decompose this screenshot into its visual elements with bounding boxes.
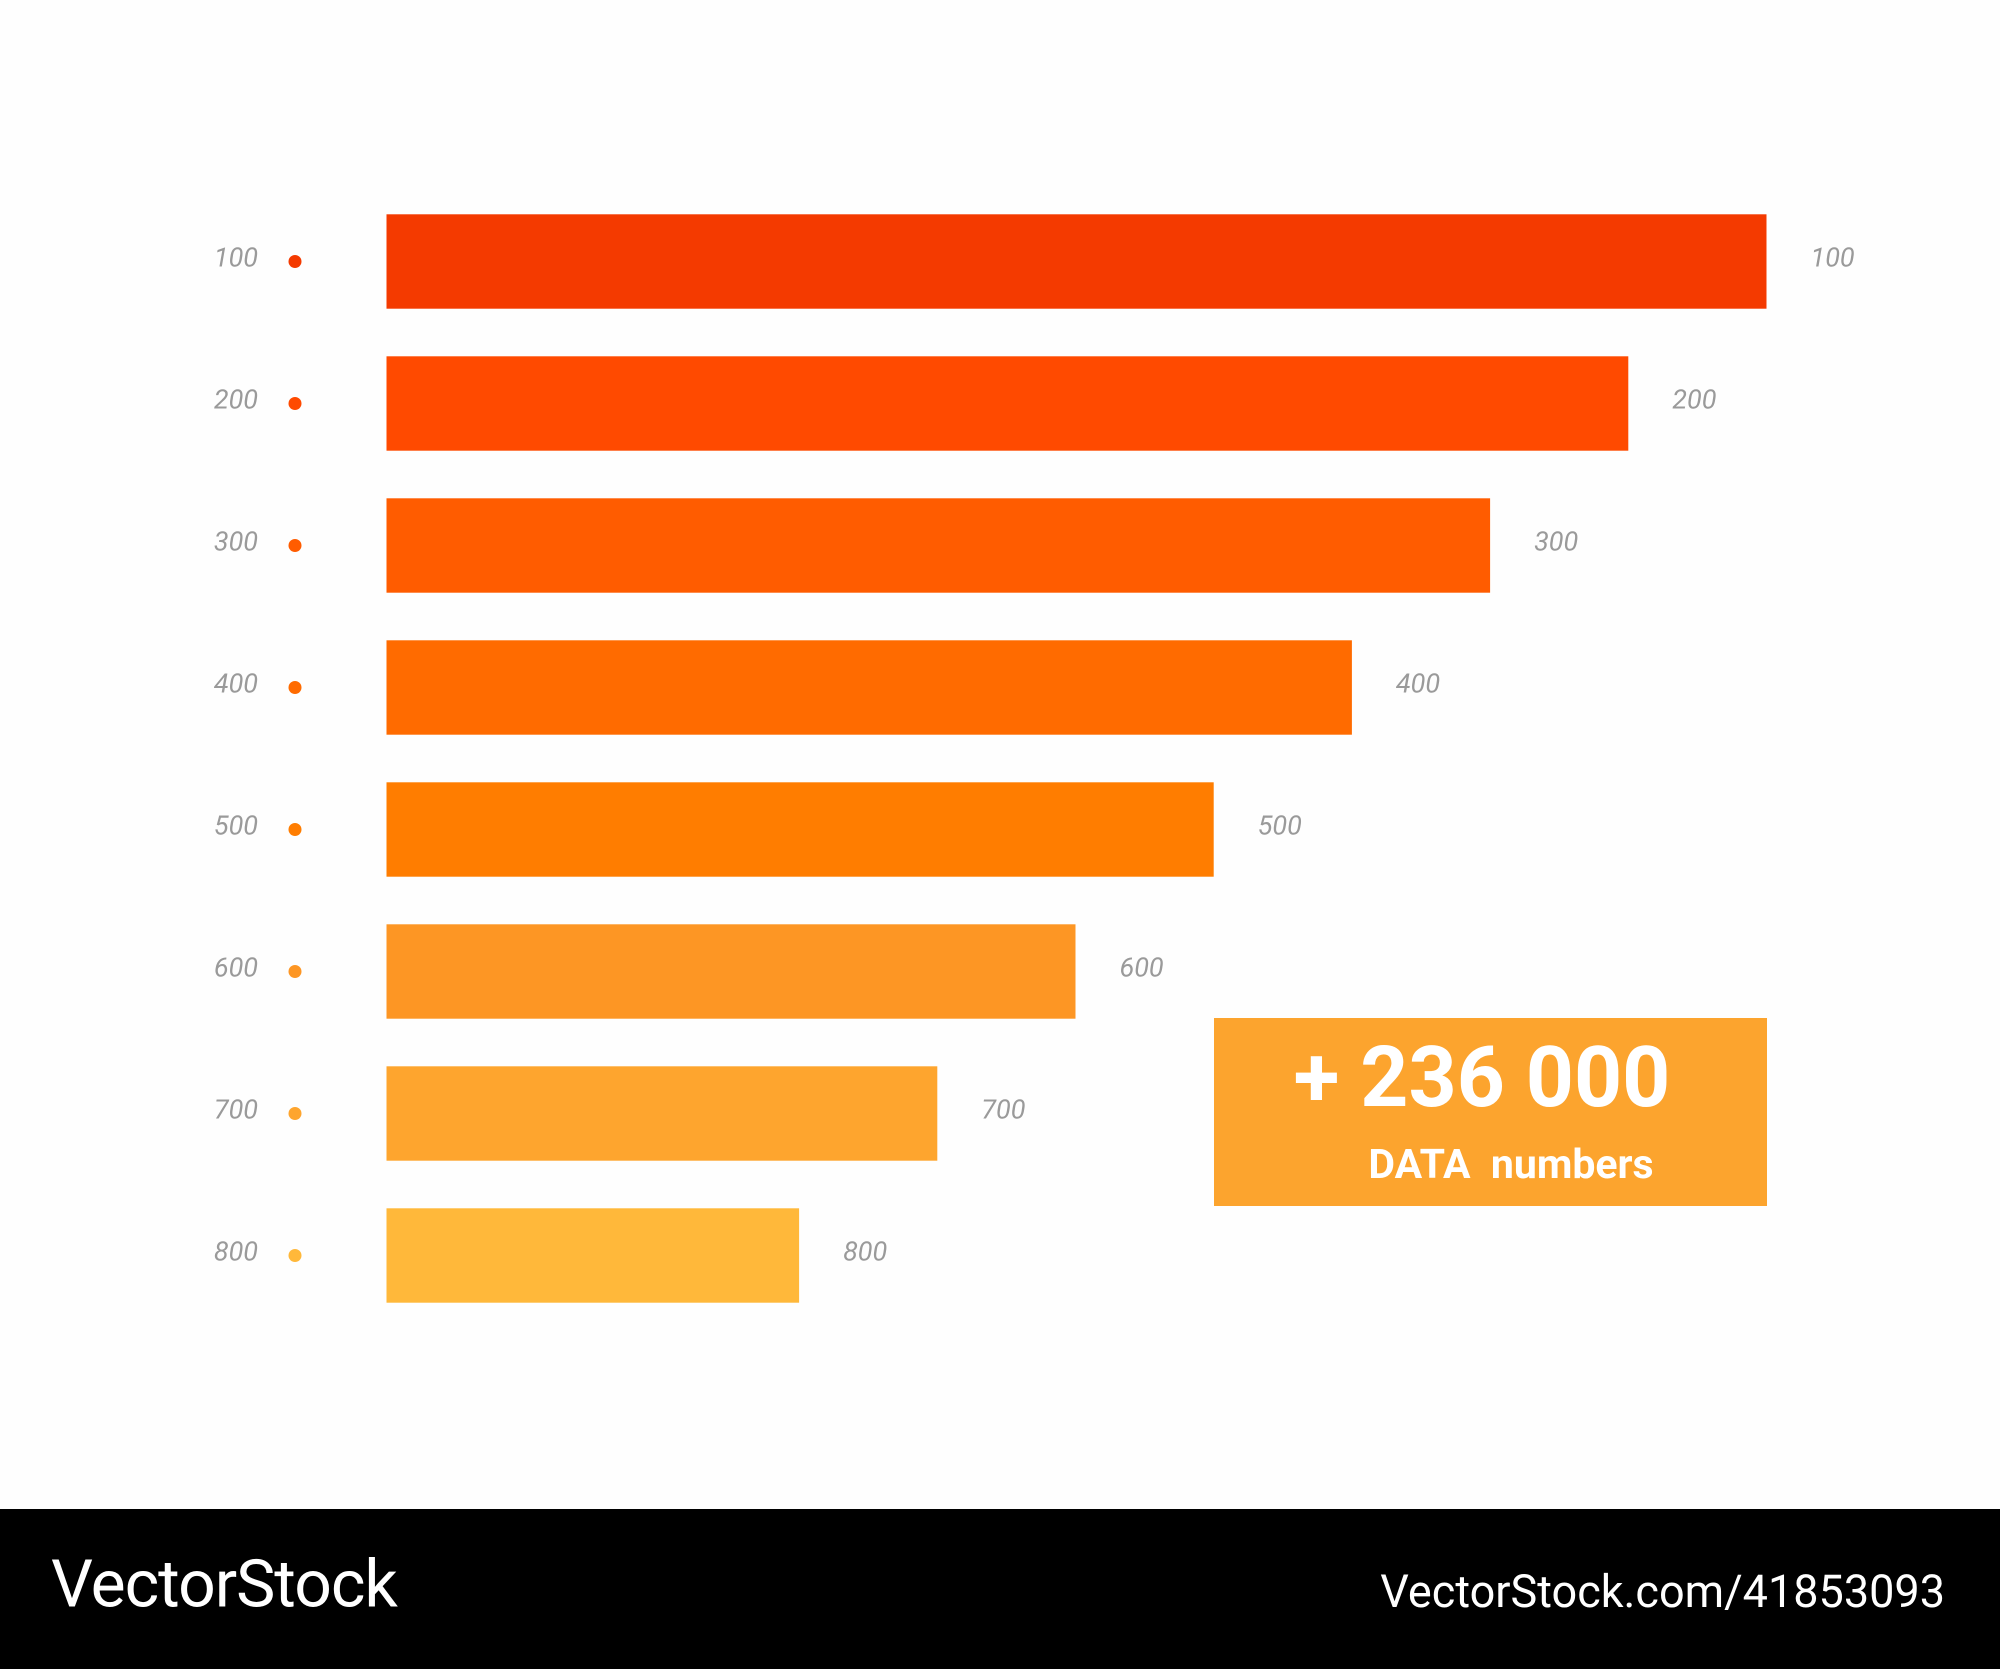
row-label: 800 (214, 1236, 258, 1268)
row-dot (288, 397, 302, 410)
row-dot (288, 255, 302, 268)
footer-bar (0, 1509, 2000, 1669)
bar (386, 1208, 800, 1303)
row-label: 600 (214, 952, 258, 984)
bar-label: 800 (843, 1236, 887, 1268)
callout-caption: DATA numbers (1368, 1141, 1653, 1189)
bar-label: 600 (1120, 952, 1164, 984)
bar (386, 782, 1214, 877)
row-label: 500 (214, 810, 258, 842)
row-dot (288, 1249, 302, 1262)
bar (386, 498, 1491, 593)
bar (386, 356, 1629, 451)
bar (386, 640, 1352, 735)
bar (386, 924, 1076, 1019)
bar (386, 1066, 938, 1161)
row-label: 200 (214, 384, 258, 416)
bar (386, 214, 1767, 309)
callout-number: + 236 000 (1294, 1028, 1671, 1127)
callout-box (1214, 1018, 1767, 1206)
bar-label: 300 (1534, 526, 1578, 558)
row-label: 100 (214, 242, 258, 274)
row-label: 400 (214, 668, 258, 700)
bar-label: 200 (1672, 384, 1716, 416)
bar-rows: 100 100 200 200 300 300 400 400 500 500 600 600 700 7… (214, 214, 1855, 1303)
bar-label: 400 (1396, 668, 1440, 700)
footer-url: VectorStock.com/41853093 (1380, 1565, 1945, 1618)
row-dot (288, 965, 302, 978)
row-dot (288, 1107, 302, 1120)
row-label: 300 (214, 526, 258, 558)
bar-label: 100 (1811, 242, 1855, 274)
row-label: 700 (214, 1094, 258, 1126)
bar-label: 700 (981, 1094, 1025, 1126)
bar-label: 500 (1258, 810, 1302, 842)
row-dot (288, 823, 302, 836)
footer-brand: VectorStock (51, 1546, 398, 1623)
row-dot (288, 539, 302, 552)
row-dot (288, 681, 302, 694)
